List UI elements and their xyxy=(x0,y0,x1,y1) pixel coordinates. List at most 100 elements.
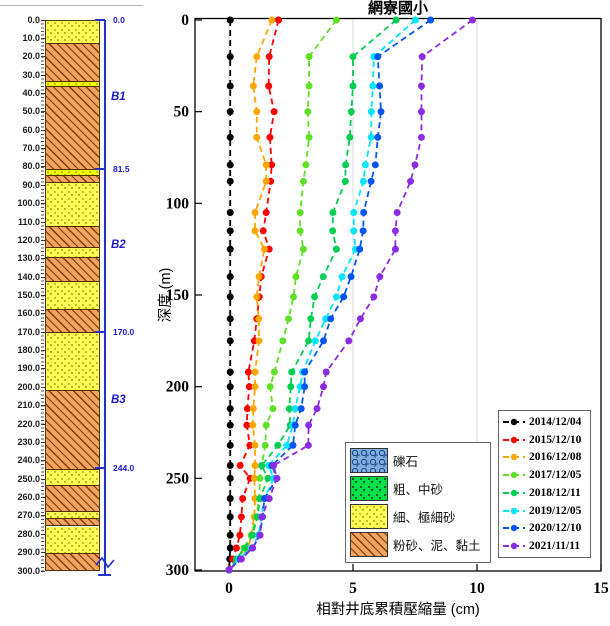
zone-label-b1: B1 xyxy=(111,90,126,103)
data-point xyxy=(299,177,307,185)
legend-marker-icon xyxy=(503,471,525,479)
depth-label: 210.0 xyxy=(17,400,40,411)
depth-label: 230.0 xyxy=(17,436,40,447)
data-point xyxy=(258,513,266,521)
x-tick-label: 5 xyxy=(349,580,357,597)
data-point xyxy=(226,209,234,216)
x-tick-label: 10 xyxy=(469,580,485,597)
well-bottom-bar xyxy=(98,574,111,576)
y-tick-label: 300 xyxy=(166,562,190,579)
data-point xyxy=(249,531,257,539)
litho-legend-item: 細、極細砂 xyxy=(350,504,486,530)
depth-label-tick xyxy=(41,37,45,39)
data-point xyxy=(349,53,357,61)
depth-label: 290.0 xyxy=(17,547,40,558)
data-point xyxy=(296,209,304,216)
litho-legend-item: 粗、中砂 xyxy=(350,475,486,501)
data-point xyxy=(226,531,234,539)
lithology-layer-fine xyxy=(46,511,99,519)
legend-marker-icon xyxy=(503,507,525,514)
y-tick-label: 250 xyxy=(166,470,190,487)
data-point xyxy=(236,462,244,469)
data-point xyxy=(311,293,319,301)
data-point xyxy=(371,161,379,169)
depth-label: 20.0 xyxy=(22,51,40,62)
depth-label: 190.0 xyxy=(17,363,40,374)
date-legend-item: 2017/12/05 xyxy=(502,469,587,481)
data-point xyxy=(349,82,357,90)
x-tick-label: 0 xyxy=(225,580,233,597)
data-point xyxy=(260,245,268,253)
data-point xyxy=(299,245,307,253)
data-point xyxy=(226,383,234,391)
date-legend-item: 2016/12/08 xyxy=(502,451,587,463)
series-line xyxy=(228,19,432,571)
lithology-layer-clay xyxy=(46,518,99,527)
data-point xyxy=(253,293,261,301)
lithology-layer-clay xyxy=(46,43,99,83)
depth-label-tick xyxy=(41,552,45,554)
data-point xyxy=(265,53,273,61)
data-point xyxy=(226,462,234,469)
lithology-layer-fine xyxy=(46,248,99,258)
data-point xyxy=(262,177,270,185)
well-boundary-tick xyxy=(95,466,105,469)
data-point xyxy=(411,16,419,24)
y-tick-label: 200 xyxy=(166,379,190,396)
series-2021-11-11 xyxy=(225,16,477,574)
data-point xyxy=(301,383,309,391)
series-line xyxy=(228,19,280,571)
litho-legend-item: 粉砂、泥、黏土 xyxy=(350,532,486,558)
date-legend: 2014/12/04 2015/12/10 2016/12/08 2017/12/05… xyxy=(498,410,591,558)
series-2017-12-05 xyxy=(225,16,340,574)
date-legend-label: 2015/12/10 xyxy=(529,433,582,446)
well-boundary-label: 0.0 xyxy=(113,14,125,25)
y-tick-label: 150 xyxy=(166,287,190,304)
x-tick-label: 15 xyxy=(593,580,609,597)
data-point xyxy=(332,245,340,253)
data-point xyxy=(274,441,282,449)
depth-label: 10.0 xyxy=(22,32,40,43)
depth-label-tick xyxy=(41,74,45,76)
series-line xyxy=(228,19,397,571)
depth-label-tick xyxy=(41,533,45,535)
lithology-layer-clay xyxy=(46,174,99,184)
data-point xyxy=(251,441,259,449)
data-point xyxy=(226,441,234,449)
data-point xyxy=(469,16,477,24)
data-point xyxy=(367,177,375,185)
data-point xyxy=(297,405,305,413)
data-point xyxy=(319,337,327,345)
data-point xyxy=(360,209,368,216)
legend-marker-icon xyxy=(503,489,525,497)
data-point xyxy=(249,421,257,429)
depth-label: 60.0 xyxy=(22,124,40,135)
zone-label-b3: B3 xyxy=(111,393,126,406)
gravel-swatch-icon xyxy=(350,447,388,473)
data-point xyxy=(305,82,313,90)
litho-legend-label: 粉砂、泥、黏土 xyxy=(393,539,481,554)
data-point xyxy=(255,337,263,345)
data-point xyxy=(266,383,274,391)
data-point xyxy=(287,383,295,391)
chart-title: 網寮國小 xyxy=(368,0,428,17)
top-rule-line xyxy=(0,5,143,6)
depth-label: 80.0 xyxy=(22,161,40,172)
data-point xyxy=(226,315,234,323)
data-point xyxy=(226,133,234,141)
data-point xyxy=(279,337,287,345)
data-point xyxy=(322,315,330,323)
depth-label: 260.0 xyxy=(17,492,40,503)
data-point xyxy=(264,474,272,482)
data-point xyxy=(391,245,399,253)
monitoring-well-line xyxy=(104,19,106,574)
data-point xyxy=(243,405,251,413)
data-point xyxy=(305,133,313,141)
depth-label: 300.0 xyxy=(17,565,40,576)
y-axis-label: 深度 (m) xyxy=(157,268,174,323)
date-legend-item: 2014/12/04 xyxy=(502,416,587,428)
depth-label: 160.0 xyxy=(17,308,40,319)
data-point xyxy=(258,462,266,469)
data-point xyxy=(342,161,350,169)
date-legend-item: 2018/12/11 xyxy=(502,487,587,499)
